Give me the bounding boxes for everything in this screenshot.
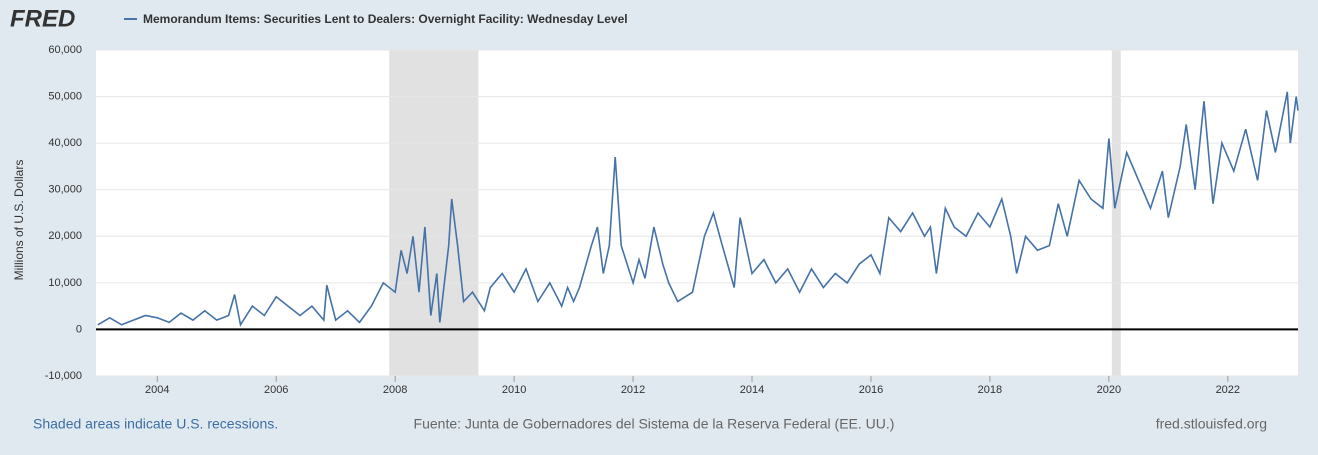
y-tick-label: -10,000 [45, 370, 82, 382]
y-tick-label: 20,000 [48, 230, 82, 242]
recession-note[interactable]: Shaded areas indicate U.S. recessions. [33, 416, 278, 432]
plot-area [96, 50, 1298, 376]
x-tick-label: 2018 [978, 384, 1002, 396]
y-tick-label: 10,000 [48, 277, 82, 289]
series-line [97, 91, 1299, 327]
y-tick-label: 40,000 [48, 137, 82, 149]
x-tick-label: 2012 [621, 384, 645, 396]
y-tick-label: 30,000 [48, 184, 82, 196]
recession-band [389, 50, 479, 376]
y-axis-label: Millions of U.S. Dollars [12, 160, 26, 281]
legend-label: Memorandum Items: Securities Lent to Dea… [143, 12, 628, 26]
x-tick-label: 2022 [1216, 384, 1240, 396]
y-tick-label: 0 [76, 323, 82, 335]
x-tick-label: 2020 [1097, 384, 1121, 396]
source: Fuente: Junta de Gobernadores del Sistem… [414, 416, 895, 432]
site[interactable]: fred.stlouisfed.org [1156, 416, 1267, 432]
x-tick-label: 2010 [502, 384, 526, 396]
x-tick-label: 2016 [859, 384, 883, 396]
logo: FRED [10, 5, 75, 32]
x-tick-label: 2004 [145, 384, 169, 396]
x-tick-label: 2008 [383, 384, 407, 396]
y-tick-label: 60,000 [48, 44, 82, 56]
x-tick-label: 2014 [740, 384, 764, 396]
x-tick-label: 2006 [264, 384, 288, 396]
y-tick-label: 50,000 [48, 90, 82, 102]
recession-band [1111, 50, 1121, 376]
